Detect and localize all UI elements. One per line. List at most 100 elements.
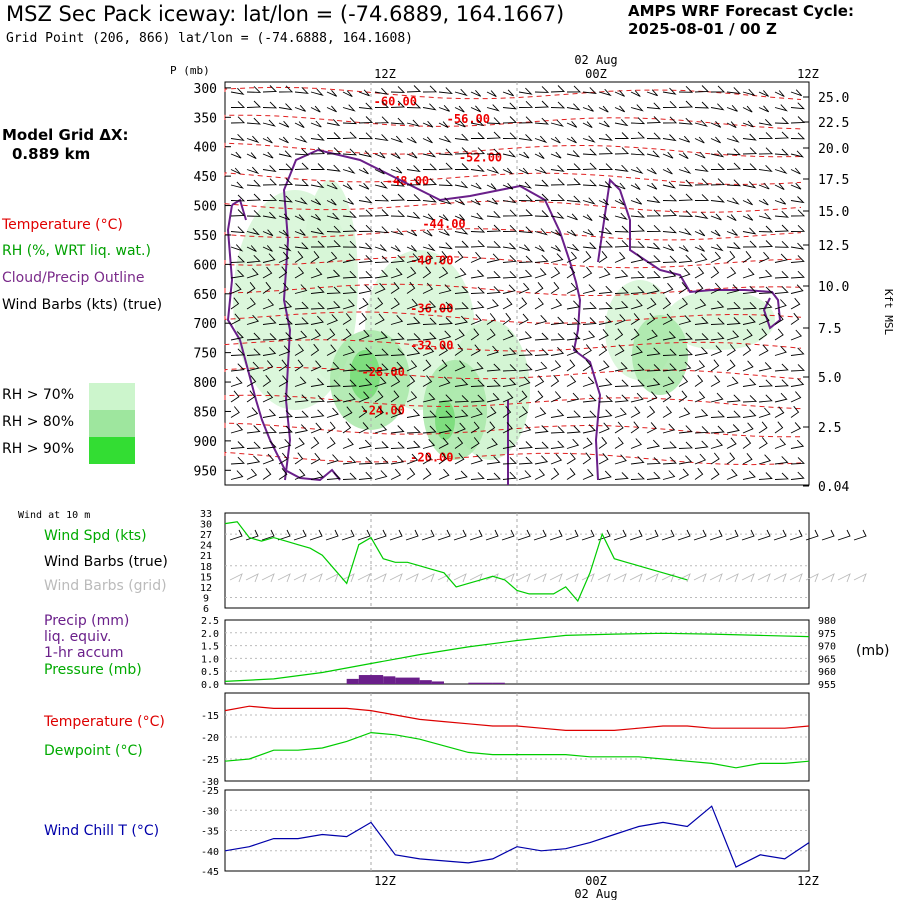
- dewpoint-label: Dewpoint (°C): [44, 743, 143, 759]
- wind-barb-376: [486, 240, 502, 248]
- wind-barb-250: [774, 183, 785, 191]
- wind-barb-124: [486, 131, 502, 139]
- wind-barb-284: [742, 198, 753, 206]
- wind-barb-518: [454, 302, 469, 310]
- wind-barb-279: [662, 194, 678, 202]
- wind-barb-854: [646, 439, 660, 449]
- wind-barb-418: [582, 251, 592, 263]
- wind-barb-757: [246, 407, 259, 418]
- wind-barb-792: [230, 423, 244, 434]
- wind-barb-783: [662, 406, 672, 418]
- wind-barb-23: [598, 88, 612, 97]
- wind-barb-581: [310, 329, 321, 341]
- wind-barb-520: [486, 299, 499, 310]
- wind-barb-227: [406, 178, 422, 186]
- wind-barb-676: [678, 361, 692, 372]
- grid-barb-8: [357, 573, 371, 583]
- wind-barb-362: [262, 245, 273, 252]
- wind-barb-898: [774, 456, 789, 465]
- wind-barb-330: [326, 225, 342, 233]
- wind-barb-206: [646, 167, 657, 175]
- kft-tick-9: 2.5: [818, 421, 841, 436]
- wind-barb-878: [454, 452, 465, 465]
- wind-barb-273: [566, 195, 581, 203]
- wind-barb-388: [678, 245, 689, 252]
- wind-barb-230: [454, 181, 469, 189]
- wind-barb-667: [534, 361, 548, 372]
- wind-barb-885: [566, 452, 576, 465]
- wind-barb-887: [598, 453, 609, 465]
- wind-barb-420: [614, 251, 626, 263]
- wind-barb-146: [262, 151, 274, 159]
- grid-barb-21: [565, 573, 579, 583]
- wind-barb-565: [630, 313, 640, 325]
- wind-barb-848: [550, 440, 565, 449]
- wind-barb-2: [262, 85, 278, 93]
- wind-barb-831: [278, 438, 292, 449]
- wind-barb-148: [294, 148, 310, 156]
- kft-tick-1: 22.5: [818, 116, 849, 131]
- true-barb-13: [437, 529, 451, 541]
- wind-barb-363: [278, 244, 292, 252]
- wind-barb-864: [230, 456, 245, 465]
- wind-barb-181: [246, 166, 260, 175]
- grid-barb-9: [373, 573, 387, 583]
- wind-barb-191: [406, 165, 421, 173]
- wind-barb-737: [502, 391, 514, 403]
- wind-barb-511: [342, 299, 355, 310]
- wind-barb-179: [790, 150, 805, 158]
- wind-barb-408: [422, 251, 434, 263]
- wind-barb-845: [502, 439, 516, 449]
- wind-barb-537: [758, 300, 773, 310]
- wind-barb-439: [342, 270, 357, 279]
- wind-barb-476: [358, 284, 372, 294]
- wind-barb-399: [278, 251, 290, 263]
- wind-barb-294: [326, 212, 340, 220]
- wind-barb-228: [422, 178, 438, 186]
- wind-barb-843: [470, 437, 480, 449]
- wind-barb-24: [614, 90, 625, 97]
- wind-barb-813: [566, 425, 581, 434]
- wind-barb-4: [294, 86, 309, 94]
- wind-barb-499: [726, 284, 740, 294]
- wind-barb-928: [678, 468, 690, 480]
- wind-barb-193: [438, 162, 454, 170]
- wind-barb-613: [246, 348, 261, 356]
- wind-barb-343: [534, 228, 548, 236]
- wind-barb-51: [470, 105, 482, 113]
- wind-barb-519: [470, 300, 485, 310]
- wind-barb-889: [630, 456, 645, 465]
- wind-barb-69: [758, 105, 770, 113]
- wind-barb-307: [534, 210, 550, 217]
- wind-barb-244: [678, 179, 693, 187]
- wind-barb-161: [502, 150, 517, 158]
- wind-barb-566: [646, 312, 656, 325]
- true-barb-2: [261, 529, 275, 541]
- wind-barb-929: [694, 467, 704, 480]
- wind-barb-589: [438, 330, 452, 341]
- wind-barb-802: [390, 425, 405, 434]
- wind-barb-308: [550, 211, 565, 219]
- wind-barb-45: [374, 101, 390, 108]
- wind-barb-120: [422, 136, 433, 144]
- true-barb-22: [581, 529, 595, 541]
- wind-barb-5: [310, 88, 324, 96]
- grid-barb-29: [693, 573, 707, 583]
- wind-barb-538: [774, 299, 787, 310]
- wind-barb-615: [278, 345, 291, 356]
- wind-barb-557: [502, 312, 512, 325]
- wind-barb-614: [262, 347, 277, 356]
- wind-barb-616: [294, 344, 304, 356]
- wind-barb-225: [374, 181, 388, 189]
- wind-barb-412: [486, 253, 500, 263]
- wind-tick-15: 15: [200, 572, 212, 583]
- wind-barb-842: [454, 436, 464, 449]
- precip-bar-4: [395, 677, 408, 684]
- wind-barb-751: [726, 394, 741, 403]
- wind-barb-528: [614, 300, 629, 310]
- wind-barb-654: [326, 361, 340, 372]
- wind-barb-442: [390, 268, 403, 279]
- wind-barb-441: [374, 269, 389, 279]
- wind-barb-692: [358, 378, 373, 387]
